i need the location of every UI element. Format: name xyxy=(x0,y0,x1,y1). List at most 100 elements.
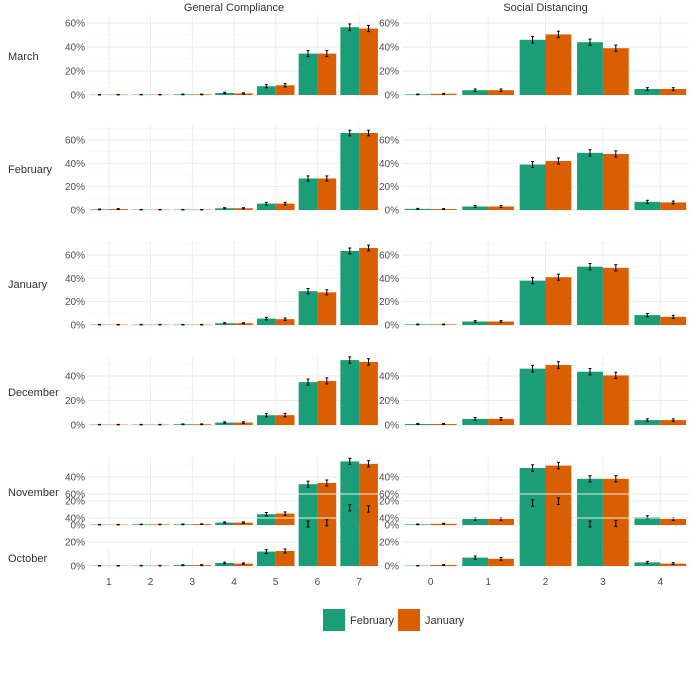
row-label-march: March xyxy=(8,51,39,63)
bar-february xyxy=(634,562,661,566)
y-tick-label: 60% xyxy=(65,19,85,30)
panel-social-distancing-january: 0% 20% 40% 60% xyxy=(379,241,689,332)
bar-february xyxy=(298,484,318,525)
y-tick-label: 0% xyxy=(71,421,86,432)
x-tick-label: 4 xyxy=(658,577,664,588)
bar-january xyxy=(317,380,337,425)
y-tick-label: 40% xyxy=(65,372,85,383)
bar-january xyxy=(275,85,295,95)
y-tick-label: 0% xyxy=(385,521,400,532)
bar-february xyxy=(256,551,276,566)
y-tick-label: 40% xyxy=(65,514,85,525)
bar-january xyxy=(359,248,378,325)
y-tick-label: 20% xyxy=(65,396,85,407)
panel-general-compliance-march: 0% 20% 40% 60% xyxy=(65,15,380,102)
bar-january xyxy=(602,478,629,525)
y-tick-label: 40% xyxy=(379,43,399,54)
y-tick-label: 40% xyxy=(65,43,85,54)
y-tick-label: 20% xyxy=(65,497,85,508)
bar-january xyxy=(602,154,629,210)
bar-january xyxy=(488,321,514,325)
y-tick-label: 0% xyxy=(71,521,86,532)
bar-january xyxy=(602,523,629,566)
bar-february xyxy=(462,90,489,95)
x-tick-label: 1 xyxy=(106,577,112,588)
y-tick-label: 20% xyxy=(379,182,399,193)
y-tick-label: 60% xyxy=(65,136,85,147)
bar-january xyxy=(660,89,687,95)
y-tick-label: 20% xyxy=(379,67,399,78)
legend-label-january: January xyxy=(425,615,465,627)
panel-social-distancing-october: 0% 20% 40% 60% 0 1 2 3 4 xyxy=(379,490,689,588)
y-tick-label: 20% xyxy=(65,67,85,78)
bar-february xyxy=(519,368,546,425)
y-tick-label: 20% xyxy=(379,396,399,407)
y-tick-label: 40% xyxy=(379,372,399,383)
bar-january xyxy=(317,178,337,210)
bar-january xyxy=(660,316,687,325)
bar-february xyxy=(340,27,360,96)
bar-january xyxy=(317,53,337,95)
x-tick-label: 6 xyxy=(315,577,321,588)
bar-february xyxy=(298,524,318,566)
y-tick-label: 40% xyxy=(379,473,399,484)
bar-february xyxy=(340,507,360,566)
legend: February January xyxy=(323,609,465,631)
bar-january xyxy=(275,415,295,425)
y-tick-label: 0% xyxy=(71,91,86,102)
y-tick-label: 60% xyxy=(65,490,85,501)
bar-january xyxy=(359,28,378,95)
bar-february xyxy=(340,360,360,425)
bar-february xyxy=(634,89,661,95)
row-label-february: February xyxy=(8,164,53,176)
legend-swatch-january xyxy=(398,609,420,631)
row-label-october: October xyxy=(8,553,47,565)
x-tick-label: 5 xyxy=(273,577,279,588)
panel-social-distancing-december: 0% 20% 40% xyxy=(379,357,689,432)
bar-february xyxy=(298,53,318,95)
bar-february xyxy=(634,201,661,210)
y-tick-label: 20% xyxy=(65,538,85,549)
bar-january xyxy=(359,509,378,566)
row-label-november: November xyxy=(8,487,59,499)
y-tick-label: 20% xyxy=(379,538,399,549)
bar-february xyxy=(462,418,489,425)
bar-january xyxy=(660,519,687,525)
y-tick-label: 60% xyxy=(379,251,399,262)
bar-january xyxy=(660,420,687,425)
y-tick-label: 20% xyxy=(379,497,399,508)
panel-general-compliance-february: 0% 20% 40% 60% xyxy=(65,126,380,217)
bar-february xyxy=(256,514,276,525)
x-tick-label: 1 xyxy=(485,577,491,588)
bar-january xyxy=(545,364,572,425)
y-tick-label: 0% xyxy=(71,206,86,217)
y-tick-label: 20% xyxy=(379,297,399,308)
bar-january xyxy=(275,513,295,525)
y-tick-label: 40% xyxy=(379,159,399,170)
bar-january xyxy=(359,361,378,425)
legend-swatch-february xyxy=(323,609,345,631)
panel-social-distancing-february: 0% 20% 40% 60% xyxy=(379,126,689,217)
bar-february xyxy=(634,517,661,525)
y-tick-label: 40% xyxy=(65,274,85,285)
x-tick-label: 2 xyxy=(543,577,549,588)
y-tick-label: 20% xyxy=(65,297,85,308)
facet-title-general-compliance: General Compliance xyxy=(184,2,284,14)
bar-january xyxy=(602,267,629,325)
bar-february xyxy=(577,42,603,95)
y-tick-label: 60% xyxy=(379,136,399,147)
bar-february xyxy=(298,382,318,425)
facet-title-social-distancing: Social Distancing xyxy=(503,2,587,14)
bar-february xyxy=(340,250,360,325)
bar-january xyxy=(488,206,514,210)
bar-february xyxy=(256,318,276,325)
bar-january xyxy=(545,161,572,210)
bar-february xyxy=(577,152,603,210)
bar-january xyxy=(275,203,295,210)
panel-social-distancing-march: 0% 20% 40% 60% xyxy=(379,15,689,102)
bar-february xyxy=(340,133,360,210)
panel-general-compliance-january: 0% 20% 40% 60% xyxy=(65,241,380,332)
bar-february xyxy=(298,178,318,210)
bar-february xyxy=(577,371,603,425)
